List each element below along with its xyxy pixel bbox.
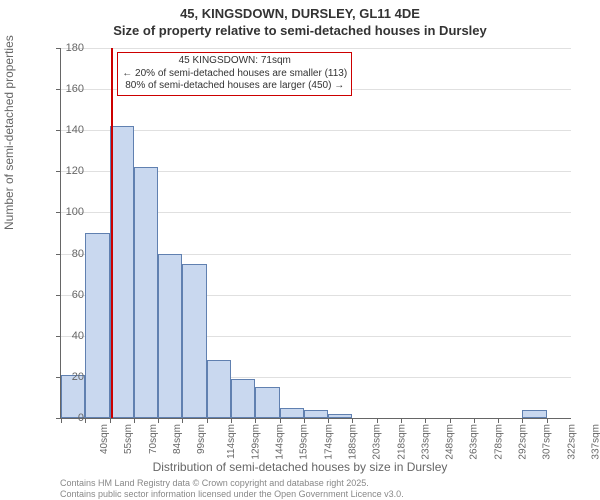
gridline (61, 48, 571, 49)
histogram-bar (207, 360, 231, 418)
ytick-label: 40 (56, 330, 84, 342)
xtick-label: 99sqm (196, 424, 207, 454)
xtick-mark (231, 418, 232, 423)
xtick-label: 203sqm (372, 424, 383, 460)
xtick-mark (255, 418, 256, 423)
gridline (61, 130, 571, 131)
xtick-label: 188sqm (348, 424, 359, 460)
ytick-label: 140 (56, 124, 84, 136)
xtick-mark (474, 418, 475, 423)
property-size-chart: 45, KINGSDOWN, DURSLEY, GL11 4DE Size of… (0, 0, 600, 500)
histogram-bar (522, 410, 546, 418)
xtick-label: 322sqm (566, 424, 577, 460)
xtick-mark (547, 418, 548, 423)
chart-title-line2: Size of property relative to semi-detach… (0, 23, 600, 40)
xtick-label: 70sqm (148, 424, 159, 454)
xtick-label: 263sqm (469, 424, 480, 460)
xtick-mark (85, 418, 86, 423)
xtick-label: 159sqm (299, 424, 310, 460)
plot-area: 40sqm55sqm70sqm84sqm99sqm114sqm129sqm144… (60, 48, 571, 419)
xtick-label: 174sqm (323, 424, 334, 460)
histogram-bar (158, 254, 182, 418)
xtick-mark (110, 418, 111, 423)
x-axis-label: Distribution of semi-detached houses by … (0, 460, 600, 474)
xtick-label: 337sqm (590, 424, 600, 460)
ytick-label: 20 (56, 371, 84, 383)
histogram-bar (280, 408, 304, 418)
xtick-mark (450, 418, 451, 423)
ytick-label: 0 (56, 412, 84, 424)
xtick-mark (352, 418, 353, 423)
ytick-label: 60 (56, 289, 84, 301)
annotation-line1: 45 KINGSDOWN: 71sqm (122, 55, 347, 68)
footer-line2: Contains public sector information licen… (60, 489, 404, 500)
xtick-label: 233sqm (420, 424, 431, 460)
ytick-label: 160 (56, 83, 84, 95)
xtick-mark (377, 418, 378, 423)
annotation-line2: ← 20% of semi-detached houses are smalle… (122, 68, 347, 81)
histogram-bar (134, 167, 158, 418)
ytick-label: 120 (56, 165, 84, 177)
xtick-label: 278sqm (493, 424, 504, 460)
histogram-bar (85, 233, 109, 418)
xtick-label: 40sqm (99, 424, 110, 454)
xtick-label: 218sqm (396, 424, 407, 460)
histogram-bar (255, 387, 279, 418)
xtick-mark (425, 418, 426, 423)
xtick-mark (207, 418, 208, 423)
annotation-line3: 80% of semi-detached houses are larger (… (122, 80, 347, 93)
y-axis-label: Number of semi-detached properties (2, 35, 16, 230)
xtick-mark (401, 418, 402, 423)
ytick-label: 80 (56, 248, 84, 260)
annotation-box: 45 KINGSDOWN: 71sqm ← 20% of semi-detach… (117, 52, 352, 96)
chart-footer: Contains HM Land Registry data © Crown c… (60, 478, 404, 500)
xtick-mark (522, 418, 523, 423)
ytick-label: 100 (56, 206, 84, 218)
xtick-label: 55sqm (123, 424, 134, 454)
xtick-label: 292sqm (518, 424, 529, 460)
xtick-label: 84sqm (172, 424, 183, 454)
xtick-mark (280, 418, 281, 423)
footer-line1: Contains HM Land Registry data © Crown c… (60, 478, 404, 489)
histogram-bar (304, 410, 328, 418)
xtick-label: 144sqm (275, 424, 286, 460)
xtick-mark (158, 418, 159, 423)
xtick-mark (304, 418, 305, 423)
histogram-bar (328, 414, 352, 418)
xtick-mark (182, 418, 183, 423)
property-marker-line (111, 48, 113, 418)
xtick-mark (498, 418, 499, 423)
histogram-bar (182, 264, 206, 418)
chart-title-line1: 45, KINGSDOWN, DURSLEY, GL11 4DE (0, 0, 600, 23)
xtick-label: 114sqm (225, 424, 236, 459)
xtick-label: 248sqm (445, 424, 456, 460)
xtick-label: 129sqm (250, 424, 261, 460)
xtick-label: 307sqm (542, 424, 553, 460)
ytick-label: 180 (56, 42, 84, 54)
histogram-bar (231, 379, 255, 418)
xtick-mark (134, 418, 135, 423)
xtick-mark (328, 418, 329, 423)
